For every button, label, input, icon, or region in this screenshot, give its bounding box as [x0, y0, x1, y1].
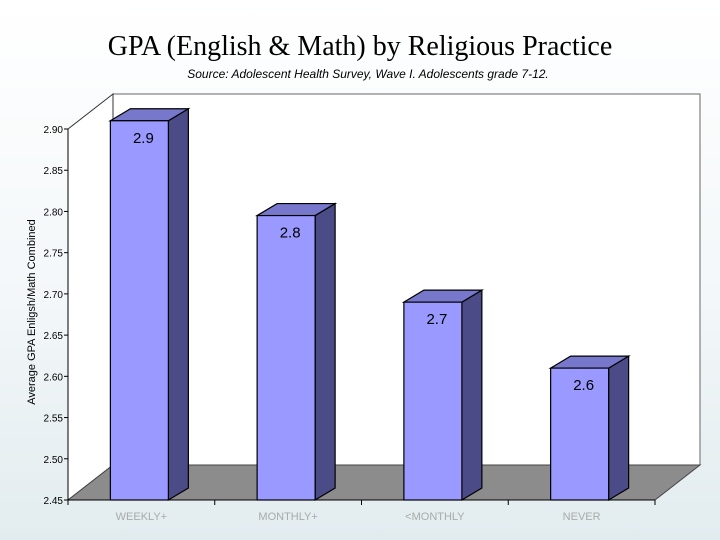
bar-side — [461, 289, 483, 502]
data-label: 2.8 — [280, 225, 301, 242]
bar — [256, 214, 316, 501]
data-label: 2.7 — [426, 311, 447, 328]
data-label: 2.6 — [573, 377, 594, 394]
bar — [109, 120, 169, 501]
chart-title: GPA (English & Math) by Religious Practi… — [108, 31, 613, 62]
bar — [550, 367, 610, 501]
x-tick-label: WEEKLY+ — [116, 511, 167, 523]
y-tick-label: 2.80 — [44, 207, 64, 218]
y-tick-label: 2.55 — [44, 414, 64, 425]
x-tick-label: MONTHLY+ — [258, 511, 317, 523]
chart-subtitle: Source: Adolescent Health Survey, Wave I… — [187, 67, 549, 81]
bar-side — [167, 107, 189, 502]
bar-side — [314, 202, 336, 502]
y-tick-label: 2.50 — [44, 455, 64, 466]
y-tick-label: 2.75 — [44, 249, 64, 260]
data-label: 2.9 — [133, 130, 154, 147]
bar — [403, 301, 463, 501]
x-tick-label: <MONTHLY — [405, 511, 465, 523]
y-tick-label: 2.85 — [44, 166, 64, 177]
y-tick-label: 2.70 — [44, 290, 64, 301]
y-axis-label: Average GPA Enligsh/Math Combined — [26, 219, 38, 404]
y-tick-label: 2.60 — [44, 372, 64, 383]
x-tick-label: NEVER — [563, 511, 601, 523]
y-tick-label: 2.65 — [44, 331, 64, 342]
side-wall — [67, 92, 114, 502]
bar-side — [608, 355, 630, 502]
y-tick-label: 2.90 — [44, 125, 64, 136]
y-tick-label: 2.45 — [44, 496, 64, 507]
